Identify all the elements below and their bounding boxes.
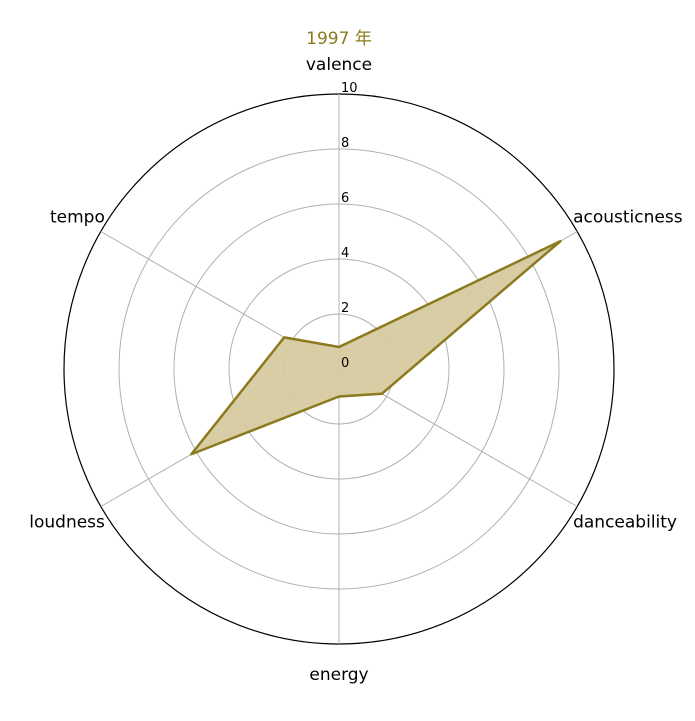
- axis-label-loudness: loudness: [29, 513, 105, 533]
- chart-title: 1997 年: [306, 29, 372, 49]
- radial-tick-label: 10: [341, 81, 358, 96]
- radial-tick-label: 0: [341, 356, 349, 371]
- radial-tick-label: 2: [341, 301, 349, 316]
- axis-label-danceability: danceability: [573, 513, 677, 533]
- axis-label-tempo: tempo: [50, 208, 105, 228]
- series-layer: [190, 239, 562, 456]
- radial-tick-label: 4: [341, 246, 349, 261]
- radial-tick-labels: 0 2 4 6 8 10: [341, 81, 358, 371]
- radial-tick-label: 8: [341, 136, 349, 151]
- axis-label-valence: valence: [306, 55, 372, 75]
- radial-tick-label: 6: [341, 191, 349, 206]
- axis-label-acousticness: acousticness: [573, 208, 683, 228]
- series-area: [190, 239, 562, 456]
- axis-labels: valence acousticness danceability energy lou…: [29, 55, 682, 685]
- axis-label-energy: energy: [309, 665, 368, 685]
